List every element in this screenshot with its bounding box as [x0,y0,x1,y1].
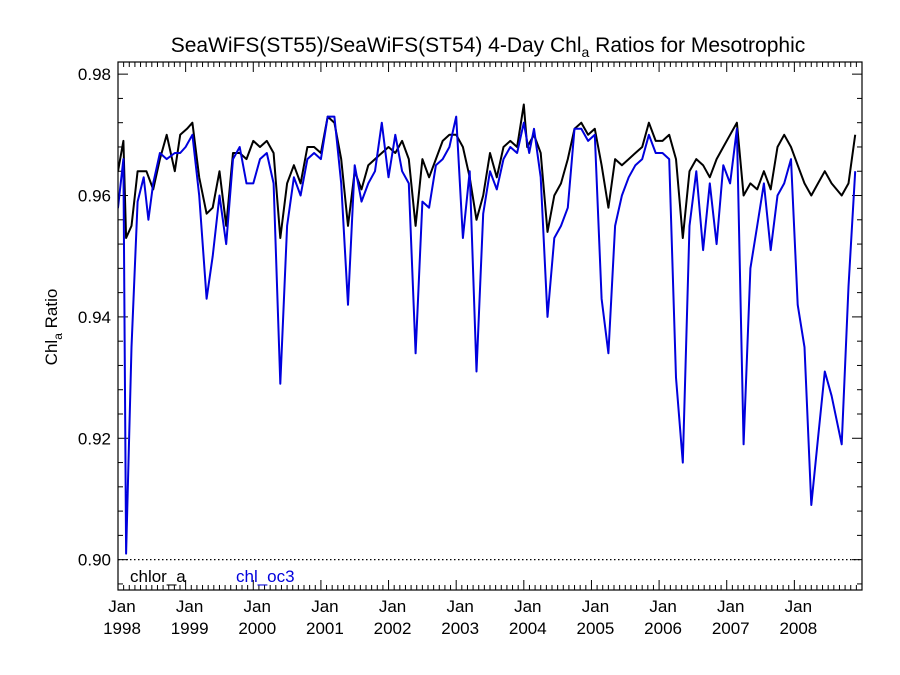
x-tick-label-month: Jan [108,597,135,616]
x-tick-label-year: 2004 [509,619,547,638]
x-tick-label-year: 2008 [779,619,817,638]
plot-area: 0.90 0.92 0.94 0.96 0.98 Jan 1998 Jan 1999 Jan 200… [78,61,863,638]
y-axis-label: Chla Ratio [42,289,65,366]
x-tick-label-month: Jan [244,597,271,616]
series-line-chlor-a [118,103,857,239]
legend-label-chl-oc3: chl_oc3 [236,567,295,586]
legend-label-chlor-a: chlor_a [130,567,186,586]
x-tick-label-year: 2002 [374,619,412,638]
y-tick-label: 0.98 [78,65,111,84]
x-tick-label-month: Jan [311,597,338,616]
x-tick-label-year: 1999 [171,619,209,638]
plot-frame [117,61,863,591]
x-tick-label-year: 2000 [238,619,276,638]
x-tick-label-year: 1998 [103,619,141,638]
x-tick-label-month: Jan [514,597,541,616]
x-tick-label-year: 2005 [577,619,615,638]
x-tick-label-year: 2003 [441,619,479,638]
x-tick-label-year: 2001 [306,619,344,638]
x-tick-label-month: Jan [379,597,406,616]
legend: chlor_a chl_oc3 [130,567,295,586]
x-tick-label-month: Jan [582,597,609,616]
x-tick-label-month: Jan [785,597,812,616]
chart-title: SeaWiFS(ST55)/SeaWiFS(ST54) 4-Day Chla R… [171,34,805,60]
x-tick-label-month: Jan [176,597,203,616]
x-tick-label-year: 2007 [712,619,750,638]
x-tick-label-month: Jan [717,597,744,616]
x-tick-label-month: Jan [649,597,676,616]
y-tick-label: 0.96 [78,187,111,206]
x-tick-label-month: Jan [446,597,473,616]
x-tick-label-year: 2006 [644,619,682,638]
y-tick-label: 0.92 [78,429,111,448]
y-tick-label: 0.90 [78,551,111,570]
series-line-chl-oc3 [118,115,857,555]
y-tick-label: 0.94 [78,308,111,327]
